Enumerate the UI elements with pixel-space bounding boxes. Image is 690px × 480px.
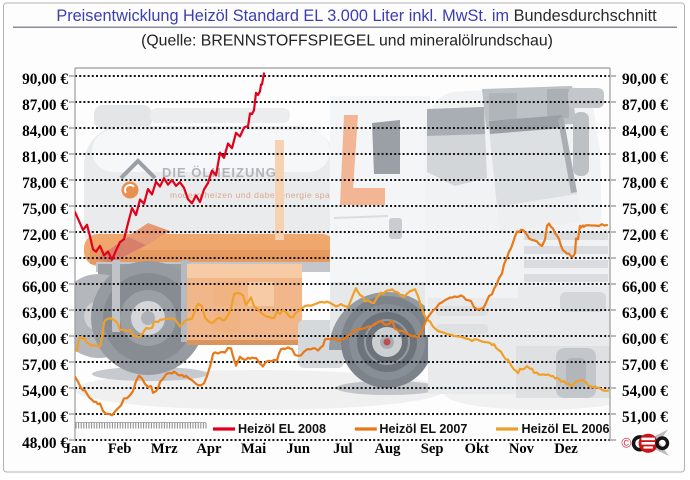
svg-text:78,00 €: 78,00 € bbox=[622, 175, 668, 192]
svg-text:54,00 €: 54,00 € bbox=[622, 383, 668, 400]
svg-text:©: © bbox=[621, 436, 631, 451]
svg-text:Mai: Mai bbox=[241, 441, 266, 457]
svg-text:Aug: Aug bbox=[375, 441, 402, 457]
svg-text:Jun: Jun bbox=[286, 441, 310, 457]
svg-text:modern heizen und dabei energi: modern heizen und dabei energie sparen bbox=[170, 190, 344, 200]
svg-text:Nov: Nov bbox=[509, 441, 535, 457]
svg-text:Jul: Jul bbox=[333, 441, 352, 457]
svg-text:51,00 €: 51,00 € bbox=[622, 409, 668, 426]
svg-text:57,00 €: 57,00 € bbox=[622, 357, 668, 374]
svg-text:63,00 €: 63,00 € bbox=[22, 305, 68, 322]
svg-text:81,00 €: 81,00 € bbox=[22, 149, 68, 166]
svg-text:Sep: Sep bbox=[421, 441, 444, 457]
svg-text:66,00 €: 66,00 € bbox=[22, 279, 68, 296]
svg-text:87,00 €: 87,00 € bbox=[22, 97, 68, 114]
svg-text:Okt: Okt bbox=[465, 441, 489, 457]
svg-text:75,00 €: 75,00 € bbox=[622, 201, 668, 218]
svg-text:84,00 €: 84,00 € bbox=[622, 123, 668, 140]
svg-text:84,00 €: 84,00 € bbox=[22, 123, 68, 140]
svg-text:81,00 €: 81,00 € bbox=[622, 149, 668, 166]
svg-text:54,00 €: 54,00 € bbox=[22, 383, 68, 400]
svg-text:Heizöl EL 2008: Heizöl EL 2008 bbox=[238, 422, 326, 436]
svg-text:69,00 €: 69,00 € bbox=[22, 253, 68, 270]
svg-text:Jan: Jan bbox=[64, 441, 87, 457]
svg-text:Preisentwicklung Heizöl Standa: Preisentwicklung Heizöl Standard EL 3.00… bbox=[56, 7, 657, 25]
svg-text:DIE ÖLHEIZUNG: DIE ÖLHEIZUNG bbox=[162, 165, 277, 180]
svg-text:(Quelle: BRENNSTOFFSPIEGEL und: (Quelle: BRENNSTOFFSPIEGEL und mineralöl… bbox=[141, 33, 553, 50]
svg-text:90,00 €: 90,00 € bbox=[622, 71, 668, 88]
svg-text:60,00 €: 60,00 € bbox=[622, 331, 668, 348]
svg-text:66,00 €: 66,00 € bbox=[622, 279, 668, 296]
svg-text:87,00 €: 87,00 € bbox=[622, 97, 668, 114]
svg-text:72,00 €: 72,00 € bbox=[622, 227, 668, 244]
svg-text:Heizöl EL 2007: Heizöl EL 2007 bbox=[379, 422, 467, 436]
svg-text:90,00 €: 90,00 € bbox=[22, 71, 68, 88]
svg-text:57,00 €: 57,00 € bbox=[22, 357, 68, 374]
svg-text:Feb: Feb bbox=[108, 441, 132, 457]
svg-text:51,00 €: 51,00 € bbox=[22, 409, 68, 426]
svg-text:Apr: Apr bbox=[196, 441, 222, 457]
svg-text:60,00 €: 60,00 € bbox=[22, 331, 68, 348]
svg-text:63,00 €: 63,00 € bbox=[622, 305, 668, 322]
svg-text:69,00 €: 69,00 € bbox=[622, 253, 668, 270]
svg-text:72,00 €: 72,00 € bbox=[22, 227, 68, 244]
svg-text:Heizöl EL 2006: Heizöl EL 2006 bbox=[522, 422, 610, 436]
svg-text:Dez: Dez bbox=[554, 441, 578, 457]
svg-text:78,00 €: 78,00 € bbox=[22, 175, 68, 192]
svg-text:75,00 €: 75,00 € bbox=[22, 201, 68, 218]
svg-text:Mrz: Mrz bbox=[151, 441, 178, 457]
svg-text:48,00 €: 48,00 € bbox=[22, 435, 68, 452]
